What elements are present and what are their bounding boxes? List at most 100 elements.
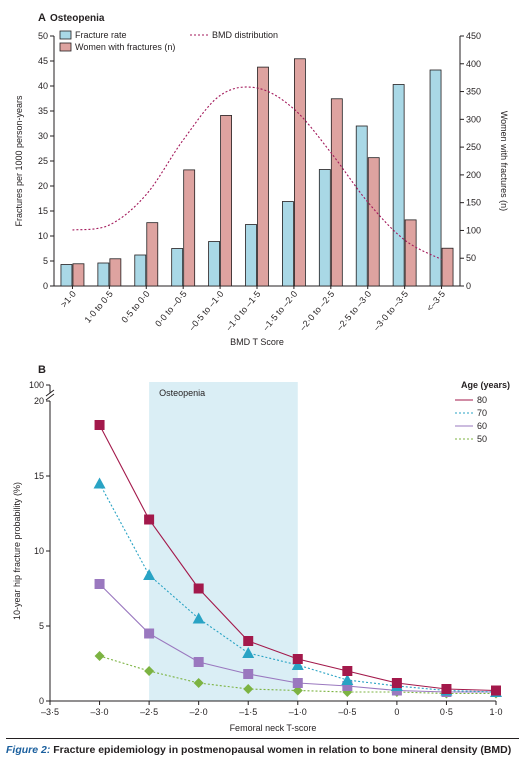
women-with-fractures-bar: [72, 263, 85, 287]
age-70-point: [341, 674, 354, 685]
panel-b-x-tick-label: 0: [394, 707, 399, 717]
panel-a-y2-tick-label: 50: [466, 253, 476, 263]
panel-a-x-tick-label: –2·0 to –2·5: [297, 289, 336, 333]
panel-b-x-tick-label: –2·5: [140, 707, 158, 717]
panel-a-y2-tick-label: 150: [466, 198, 481, 208]
panel-b-x-tick-label: –3·0: [91, 707, 109, 717]
age-60-point: [193, 657, 204, 667]
age-50-point: [193, 678, 204, 688]
fracture-rate-bar: [282, 201, 294, 287]
age-80-point: [342, 666, 353, 676]
panel-a-x-tick-label: –3·0 to –3·5: [371, 289, 410, 333]
panel-b-y-tick-label: 10: [34, 546, 44, 556]
women-with-fractures-bar: [294, 58, 306, 287]
age-60-point: [342, 681, 353, 691]
age-60-point: [243, 669, 254, 679]
legend-label-bmd-distribution: BMD distribution: [212, 30, 278, 40]
age-80-point: [193, 583, 204, 594]
women-with-fractures-bar: [404, 219, 417, 287]
panel-a-y-tick-label: 35: [38, 106, 48, 116]
panel-b-y-label: 10-year hip fracture probability (%): [12, 482, 22, 620]
panel-a-x-tick-label: –2·5 to –3·0: [334, 289, 373, 333]
panel-a-x-tick-label: –0·5 to –1·0: [187, 289, 226, 333]
age-80-point: [292, 654, 303, 664]
panel-a-x-label: BMD T Score: [230, 337, 284, 347]
women-with-fractures-bar: [220, 115, 232, 287]
fracture-rate-bar: [60, 264, 73, 287]
age-70-point: [242, 647, 255, 658]
women-with-fractures-bar: [330, 98, 343, 287]
figure-canvas: A Osteopenia05101520253035404550050100150…: [12, 12, 510, 733]
panel-b-x-tick-label: –1·0: [289, 707, 307, 717]
panel-a-letter: A: [38, 12, 46, 24]
panel-a-y2-tick-label: 400: [466, 59, 481, 69]
panel-b-y-tick-label: 0: [39, 696, 44, 706]
panel-b-x-label: Femoral neck T-score: [230, 723, 317, 733]
panel-a-y-tick-label: 15: [38, 206, 48, 216]
panel-a-x-tick-label: >1·0: [59, 289, 78, 309]
panel-a-x-tick-label: –1·0 to –1·5: [224, 289, 263, 333]
panel-a-y-tick-label: 40: [38, 81, 48, 91]
panel-a-y-tick-label: 20: [38, 181, 48, 191]
panel-a-y-tick-label: 10: [38, 231, 48, 241]
fracture-rate-bar: [429, 69, 442, 287]
legend-label-age-70: 70: [477, 408, 487, 418]
panel-a-y2-tick-label: 250: [466, 142, 481, 152]
women-with-fractures-bar: [109, 258, 122, 287]
women-with-fractures-bar: [441, 247, 454, 287]
panel-a-x-tick-label: –1·5 to –2·0: [261, 289, 300, 333]
panel-a-y-tick-label: 25: [38, 156, 48, 166]
panel-b-x-tick-label: –2·0: [190, 707, 208, 717]
panel-b-x-tick-label: 0·5: [440, 707, 453, 717]
legend-swatch-fracture-rate: [59, 30, 72, 40]
panel-a-y-tick-label: 30: [38, 131, 48, 141]
panel-a-y2-tick-label: 300: [466, 114, 481, 124]
panel-b-y-tick-label: 20: [34, 396, 44, 406]
legend-swatch-women-with-fractures: [59, 42, 72, 52]
age-60-point: [144, 628, 155, 639]
age-50-point: [144, 666, 155, 676]
fracture-rate-bar: [392, 84, 405, 287]
age-80-point: [391, 678, 402, 688]
panel-b-x-tick-label: –1·5: [239, 707, 257, 717]
panel-a-y2-label: Women with fractures (n): [499, 111, 509, 211]
age-50-point: [94, 651, 105, 661]
age-70-point: [192, 612, 205, 624]
fracture-rate-bar: [171, 248, 184, 287]
panel-a-y2-tick-label: 450: [466, 31, 481, 41]
age-70-point: [291, 659, 304, 670]
fracture-rate-bar: [355, 125, 368, 287]
panel-a-x-tick-label: 1·0 to 0·5: [82, 289, 114, 325]
age-80-point: [144, 514, 155, 525]
women-with-fractures-bar: [257, 66, 269, 287]
panel-a-title: Osteopenia: [50, 13, 105, 24]
panel-b-y-top-tick-label: 100: [29, 380, 44, 390]
age-50-line: [99, 655, 496, 695]
panel-a-y2-tick-label: 0: [466, 281, 471, 291]
age-70-point: [93, 477, 106, 489]
women-with-fractures-bar: [146, 222, 159, 287]
panel-a-y-tick-label: 45: [38, 56, 48, 66]
fracture-rate-bar: [318, 169, 331, 287]
age-80-point: [441, 684, 452, 694]
osteopenia-label: Osteopenia: [159, 388, 205, 398]
age-60-point: [94, 579, 105, 589]
women-with-fractures-bar: [367, 157, 380, 287]
panel-a-x-tick-label: <–3·5: [424, 289, 447, 313]
fracture-rate-bar: [97, 262, 110, 287]
panel-b-legend-title: Age (years): [461, 380, 510, 390]
fracture-rate-bar: [134, 254, 147, 287]
panel-a-y-tick-label: 50: [38, 31, 48, 41]
figure-caption: Figure 2: Fracture epidemiology in postm…: [6, 738, 519, 756]
fracture-rate-bar: [208, 241, 220, 287]
caption-label: Figure 2:: [6, 744, 51, 756]
legend-label-women-with-fractures: Women with fractures (n): [75, 42, 175, 52]
age-80-point: [94, 420, 105, 430]
panel-a-y-tick-label: 0: [43, 281, 48, 291]
panel-a-y2-tick-label: 100: [466, 225, 481, 235]
legend-label-fracture-rate: Fracture rate: [75, 30, 127, 40]
panel-b-letter: B: [38, 364, 46, 376]
panel-a-y2-tick-label: 200: [466, 170, 481, 180]
fracture-rate-bar: [245, 224, 257, 287]
panel-b-x-tick-label: –3·5: [41, 707, 59, 717]
